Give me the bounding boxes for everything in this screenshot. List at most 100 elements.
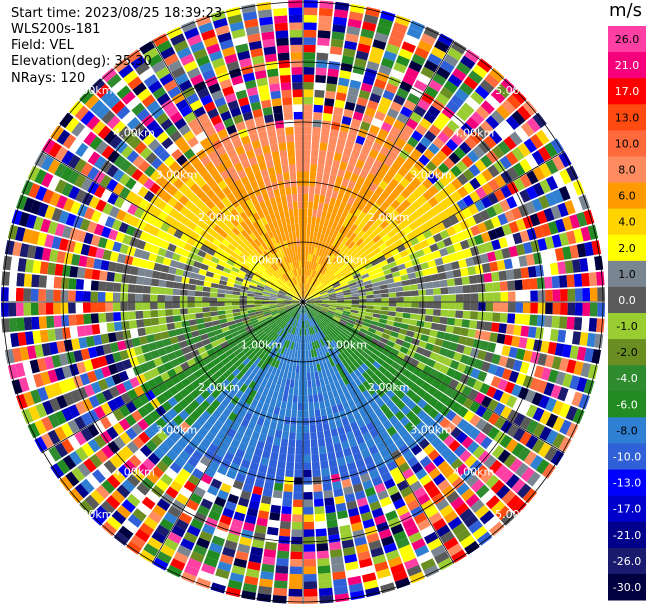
- velocity-gate: [95, 505, 111, 521]
- velocity-gate: [345, 249, 354, 257]
- velocity-gate: [258, 130, 268, 140]
- velocity-gate: [379, 314, 388, 320]
- velocity-gate: [188, 343, 198, 352]
- velocity-gate: [95, 140, 109, 155]
- velocity-gate: [423, 26, 440, 40]
- velocity-gate: [182, 326, 192, 334]
- velocity-gate: [257, 316, 266, 322]
- velocity-gate: [444, 206, 455, 218]
- velocity-gate: [106, 474, 121, 489]
- velocity-gate: [313, 296, 322, 299]
- velocity-gate: [165, 316, 174, 324]
- velocity-gate: [332, 238, 339, 247]
- velocity-gate: [455, 127, 469, 141]
- velocity-gate: [332, 570, 346, 581]
- velocity-gate: [320, 307, 329, 312]
- velocity-gate: [54, 367, 66, 381]
- velocity-gate: [183, 531, 198, 544]
- velocity-gate: [526, 419, 539, 434]
- velocity-gate: [329, 276, 337, 283]
- velocity-gate: [283, 323, 289, 331]
- velocity-gate: [487, 426, 500, 440]
- velocity-gate: [186, 358, 197, 367]
- velocity-gate: [298, 305, 302, 313]
- velocity-gate: [278, 369, 285, 378]
- velocity-gate: [350, 342, 359, 350]
- velocity-gate: [49, 192, 61, 207]
- velocity-gate: [335, 309, 344, 313]
- velocity-gate: [365, 312, 374, 317]
- velocity-gate: [545, 302, 553, 315]
- velocity-gate: [195, 461, 208, 473]
- velocity-gate: [148, 510, 163, 524]
- velocity-gate: [439, 417, 451, 429]
- velocity-gate: [503, 136, 517, 151]
- velocity-gate: [405, 183, 417, 194]
- velocity-gate: [427, 208, 438, 219]
- velocity-gate: [344, 238, 353, 247]
- velocity-gate: [284, 298, 292, 301]
- velocity-gate: [264, 355, 272, 364]
- velocity-gate: [415, 421, 427, 432]
- velocity-gate: [76, 230, 87, 243]
- velocity-gate: [193, 240, 203, 250]
- velocity-gate: [328, 459, 338, 468]
- velocity-gate: [327, 204, 334, 214]
- range-ring-label: 4.00km: [453, 126, 495, 139]
- velocity-gate: [162, 257, 172, 266]
- velocity-gate: [207, 150, 219, 161]
- velocity-gate: [413, 79, 428, 92]
- velocity-gate: [362, 162, 373, 173]
- velocity-gate: [346, 221, 354, 230]
- velocity-gate: [452, 370, 463, 382]
- velocity-gate: [439, 405, 451, 417]
- velocity-gate: [348, 282, 357, 287]
- velocity-gate: [433, 180, 445, 192]
- velocity-gate: [143, 242, 154, 252]
- velocity-gate: [315, 255, 321, 264]
- velocity-gate: [402, 518, 416, 530]
- velocity-gate: [278, 142, 287, 151]
- velocity-gate: [294, 134, 303, 142]
- velocity-gate: [123, 519, 138, 534]
- velocity-gate: [252, 212, 261, 221]
- velocity-gate: [450, 165, 463, 178]
- velocity-gate: [261, 563, 275, 573]
- velocity-gate: [394, 438, 406, 449]
- velocity-gate: [121, 273, 130, 284]
- velocity-gate: [497, 213, 509, 226]
- velocity-gate: [328, 323, 335, 330]
- velocity-gate: [342, 194, 350, 203]
- velocity-gate: [240, 104, 252, 114]
- velocity-gate: [311, 309, 318, 315]
- velocity-gate: [386, 340, 395, 348]
- velocity-gate: [146, 100, 160, 114]
- velocity-gate: [336, 387, 344, 397]
- velocity-gate: [270, 255, 277, 263]
- velocity-gate: [444, 170, 457, 182]
- velocity-gate: [453, 146, 467, 160]
- velocity-gate: [303, 104, 313, 112]
- velocity-gate: [303, 290, 305, 299]
- velocity-gate: [97, 302, 106, 313]
- velocity-gate: [487, 178, 500, 192]
- velocity-gate: [169, 461, 182, 474]
- velocity-gate: [230, 155, 241, 166]
- velocity-gate: [304, 305, 308, 313]
- velocity-gate: [291, 302, 300, 305]
- velocity-gate: [303, 484, 313, 493]
- velocity-gate: [68, 100, 84, 116]
- velocity-gate: [423, 111, 437, 124]
- velocity-gate: [217, 297, 225, 302]
- velocity-gate: [439, 393, 450, 405]
- velocity-gate: [261, 262, 269, 270]
- velocity-gate: [369, 469, 380, 480]
- velocity-gate: [386, 278, 395, 284]
- velocity-gate: [307, 327, 310, 336]
- velocity-gate: [256, 287, 264, 292]
- velocity-gate: [258, 578, 273, 588]
- velocity-gate: [401, 279, 410, 286]
- velocity-gate: [311, 290, 319, 296]
- velocity-gate: [342, 48, 356, 58]
- velocity-gate: [61, 225, 73, 239]
